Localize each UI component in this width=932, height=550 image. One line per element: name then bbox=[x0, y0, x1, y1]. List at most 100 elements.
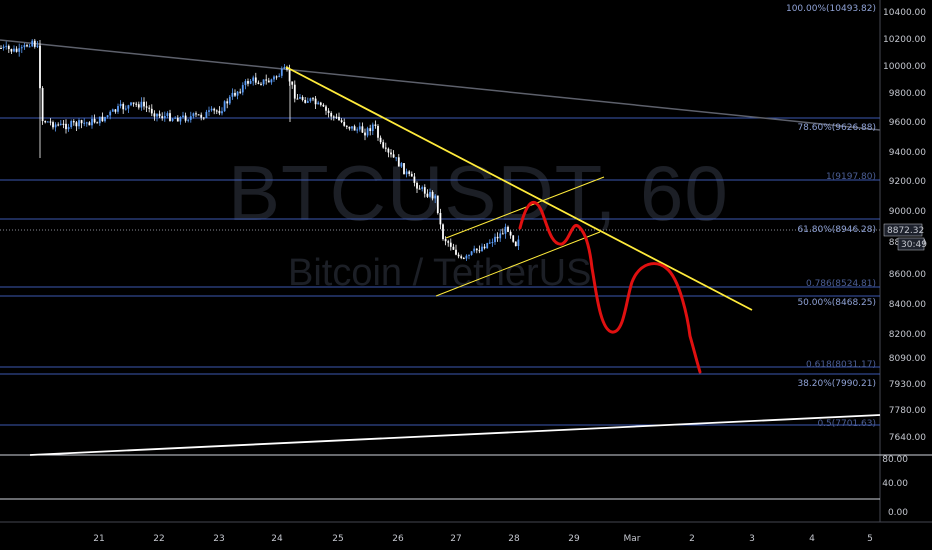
price-axis-label: 10000.00 bbox=[883, 62, 926, 72]
candle-body bbox=[418, 188, 421, 190]
candle-body bbox=[119, 103, 122, 107]
candle-body bbox=[358, 126, 361, 130]
candle-body bbox=[13, 48, 15, 52]
candle-body bbox=[7, 45, 10, 50]
candle-body bbox=[330, 112, 333, 117]
time-axis-label: 22 bbox=[153, 534, 164, 544]
yellow-trendlines[interactable] bbox=[285, 66, 753, 311]
candle-body bbox=[369, 128, 372, 132]
candle-body bbox=[296, 98, 299, 100]
candle-body bbox=[122, 103, 125, 110]
candle-body bbox=[72, 121, 75, 123]
countdown-text: 30:49 bbox=[901, 240, 927, 250]
candle-body bbox=[317, 102, 320, 105]
time-axis-label: 4 bbox=[809, 534, 815, 544]
candle-body bbox=[325, 106, 327, 111]
candle-body bbox=[327, 110, 330, 113]
channel-lower-line bbox=[435, 231, 601, 297]
candle-body bbox=[473, 248, 476, 252]
candle-body bbox=[379, 137, 382, 143]
candle-body bbox=[400, 163, 403, 167]
price-axis-label: 9600.00 bbox=[889, 118, 926, 128]
candle-body bbox=[421, 187, 424, 189]
candle-body bbox=[114, 109, 117, 112]
candle-body bbox=[140, 101, 143, 108]
candle-body bbox=[468, 254, 470, 256]
candle-body bbox=[158, 113, 161, 117]
candle-body bbox=[403, 163, 405, 175]
candle-body bbox=[483, 246, 486, 249]
candle-body bbox=[397, 157, 400, 167]
candle-body bbox=[335, 116, 338, 118]
candle-body bbox=[332, 116, 335, 118]
candle-body bbox=[166, 113, 169, 117]
candle-body bbox=[436, 195, 439, 213]
candle-body bbox=[364, 132, 366, 136]
candle-body bbox=[267, 80, 270, 83]
candle-body bbox=[447, 241, 450, 243]
price-axis-label: 8200.00 bbox=[889, 330, 926, 340]
candle-body bbox=[215, 110, 218, 112]
candle-body bbox=[234, 92, 236, 96]
candle-body bbox=[312, 98, 314, 100]
candle-body bbox=[387, 148, 390, 153]
candle-body bbox=[49, 121, 52, 123]
price-axis-label: 8090.00 bbox=[889, 354, 926, 364]
candle-body bbox=[244, 81, 247, 86]
price-axis-label: 7780.00 bbox=[889, 406, 926, 416]
candle-body bbox=[0, 48, 2, 49]
candle-body bbox=[423, 187, 426, 194]
candle-body bbox=[65, 123, 67, 130]
candle-body bbox=[499, 233, 502, 239]
fib-lines[interactable] bbox=[0, 117, 880, 426]
candle-body bbox=[241, 85, 244, 93]
candle-body bbox=[75, 122, 78, 127]
time-axis-label: 27 bbox=[450, 534, 461, 544]
candle-body bbox=[507, 226, 509, 232]
candle-body bbox=[416, 182, 418, 189]
candle-body bbox=[408, 171, 411, 174]
fib-level-label: 78.60%(9626.88) bbox=[797, 123, 876, 133]
candle-body bbox=[275, 76, 278, 78]
candle-body bbox=[93, 118, 96, 123]
candle-body bbox=[5, 45, 8, 47]
candle-body bbox=[78, 120, 80, 127]
candle-body bbox=[247, 81, 249, 84]
candle-body bbox=[98, 116, 101, 124]
candle-body bbox=[462, 257, 465, 259]
candle-body bbox=[426, 193, 429, 197]
candle-body bbox=[517, 239, 520, 246]
candle-body bbox=[252, 77, 255, 81]
price-axis-label: 7930.00 bbox=[889, 380, 926, 390]
projection-path[interactable] bbox=[518, 200, 702, 374]
candle-body bbox=[283, 67, 286, 69]
candle-body bbox=[504, 226, 507, 234]
candle-body bbox=[465, 255, 468, 259]
indicator-axis-label: 80.00 bbox=[882, 455, 908, 465]
candle-body bbox=[288, 69, 291, 82]
candle-body bbox=[130, 102, 132, 106]
candle-body bbox=[254, 77, 257, 83]
candle-body bbox=[377, 125, 379, 138]
candle-body bbox=[299, 97, 301, 99]
long-descending-trendline[interactable] bbox=[0, 39, 881, 131]
candle-body bbox=[213, 108, 216, 111]
fib-labels: 100.00%(10493.82) 78.60%(9626.88) 1(9197.8… bbox=[786, 4, 876, 429]
candle-body bbox=[111, 109, 114, 112]
candle-body bbox=[96, 122, 99, 124]
candle-body bbox=[270, 79, 273, 83]
indicator-axis-labels: 80.00 40.00 0.00 bbox=[882, 455, 908, 518]
candle-body bbox=[226, 101, 229, 104]
candle-body bbox=[52, 122, 54, 128]
candle-body bbox=[174, 117, 177, 119]
candles bbox=[0, 38, 520, 261]
candle-body bbox=[197, 114, 200, 116]
time-axis-label: 2 bbox=[689, 534, 695, 544]
descending-resistance-line bbox=[285, 66, 753, 311]
support-trendline[interactable] bbox=[29, 414, 881, 456]
time-axis-label: 28 bbox=[508, 534, 520, 544]
time-axis-label: 5 bbox=[867, 534, 873, 544]
candle-body bbox=[46, 121, 49, 123]
candle-body bbox=[15, 48, 18, 52]
